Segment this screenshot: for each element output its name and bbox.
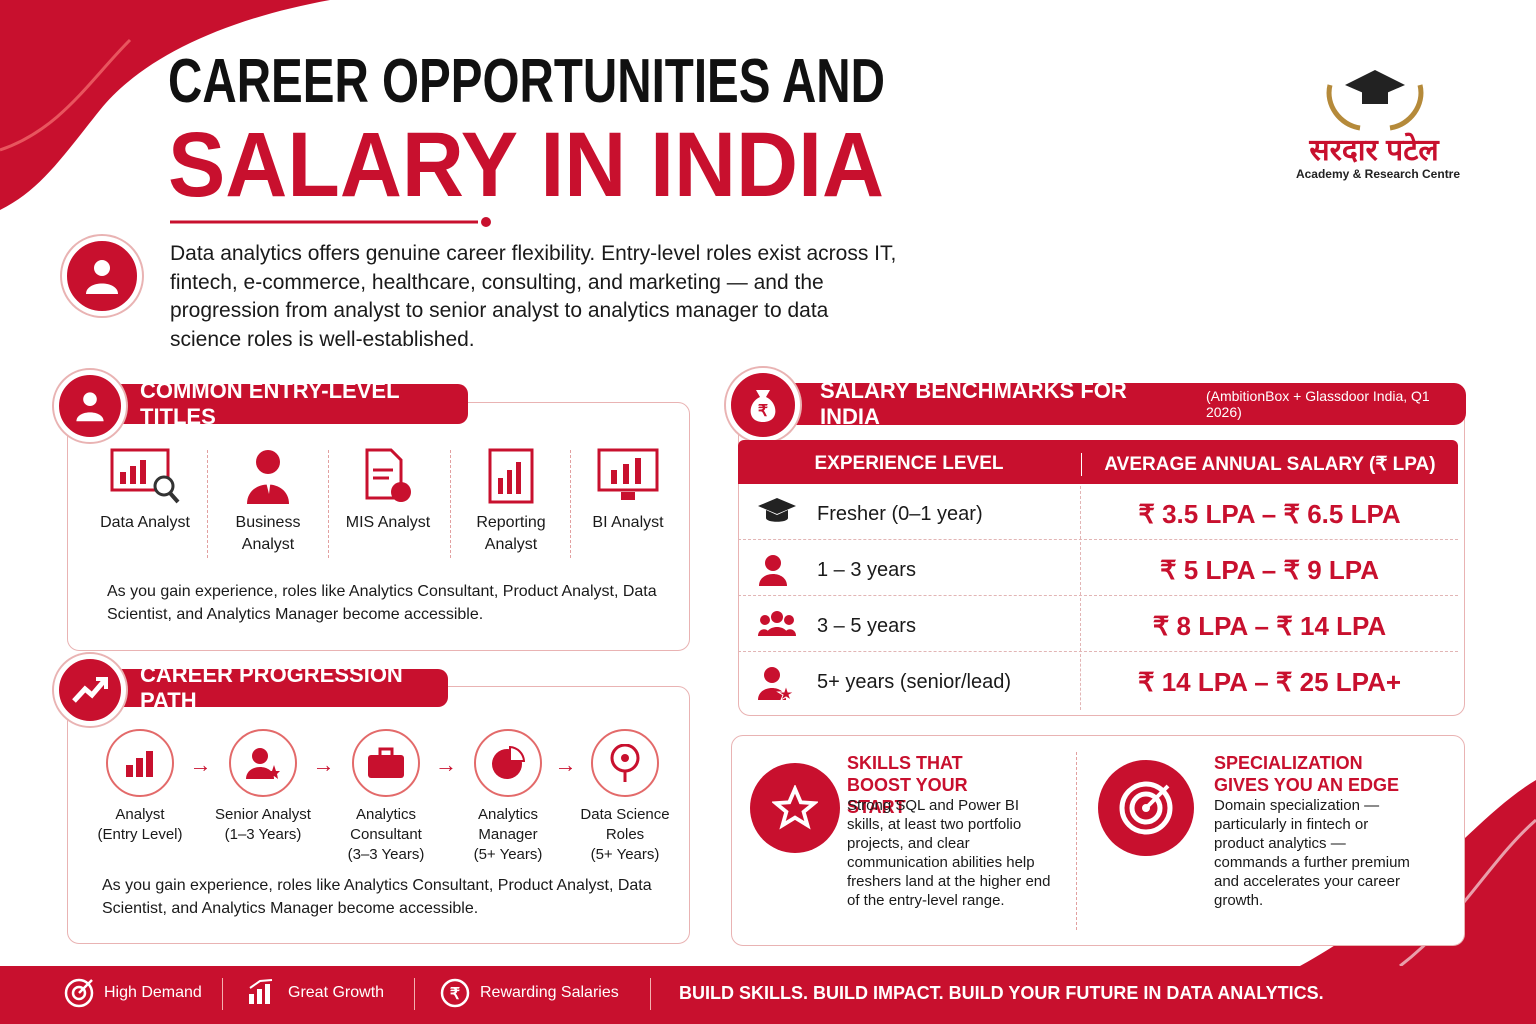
salary-row: 3 – 5 years ₹ 8 LPA – ₹ 14 LPA: [738, 598, 1458, 652]
logo-name: सरदार पटेल: [1308, 132, 1440, 167]
entry-title: Reporting Analyst: [456, 448, 566, 556]
skills-icon: [750, 763, 840, 853]
column-divider: [1080, 542, 1081, 595]
tip-title: SKILLS THAT BOOST YOUR START: [847, 753, 968, 817]
step-title: Analyst: [115, 806, 165, 823]
step-arrow: →: [312, 752, 335, 777]
step-arrow: →: [435, 752, 457, 777]
entry-title: Business Analyst: [213, 448, 323, 556]
row-icon: [758, 498, 796, 529]
progression-heading: CAREER PROGRESSION PATH: [100, 662, 448, 713]
entry-title-label: Business Analyst: [235, 514, 301, 553]
step-detail: (3–3 Years): [347, 846, 425, 863]
entry-title: Data Analyst: [90, 448, 200, 534]
specialization-icon: [1098, 760, 1194, 856]
footer-icon: [248, 978, 276, 1009]
row-icon: [758, 554, 788, 591]
entry-title-label: BI Analyst: [592, 514, 664, 531]
salary-source: (AmbitionBox + Glassdoor India, Q1 2026): [1205, 388, 1430, 420]
progression-step: Data Science Roles (5+ Years): [565, 729, 685, 865]
tip-text: Strong SQL and Power BI skills, at least…: [847, 797, 1051, 909]
tip-title: SPECIALIZATION GIVES YOU AN EDGE: [1214, 753, 1400, 795]
column-header: AVERAGE ANNUAL SALARY (₹ LPA): [1081, 453, 1458, 476]
entry-title-label: Reporting Analyst: [476, 514, 546, 553]
entry-title-label: MIS Analyst: [345, 514, 431, 531]
salary-range: ₹ 3.5 LPA – ₹ 6.5 LPA: [1138, 499, 1401, 529]
tips-card: [731, 735, 1465, 946]
footer-icon: ₹: [440, 978, 470, 1013]
entry-title: BI Analyst: [573, 448, 683, 534]
footer-divider: [222, 978, 223, 1010]
footer-icon: [64, 978, 94, 1013]
salary-table-head: EXPERIENCE LEVEL AVERAGE ANNUAL SALARY (…: [738, 440, 1458, 484]
footer-tagline: BUILD SKILLS. BUILD IMPACT. BUILD YOUR F…: [679, 983, 1324, 1003]
intro-text: Data analytics offers genuine career fle…: [170, 242, 897, 351]
svg-text:₹: ₹: [450, 986, 460, 1003]
salary-range: ₹ 14 LPA – ₹ 25 LPA+: [1137, 667, 1402, 697]
logo-mark: [1326, 70, 1424, 131]
footer-item: Great Growth: [288, 984, 385, 1001]
progression-step: Analyst (Entry Level): [80, 729, 200, 845]
salary-range: ₹ 8 LPA – ₹ 14 LPA: [1152, 611, 1387, 641]
experience-level: 3 – 5 years: [817, 615, 916, 637]
footer-item: Rewarding Salaries: [480, 984, 619, 1001]
logo-subtitle: Academy & Research Centre: [1296, 167, 1460, 181]
footer-divider: [650, 978, 651, 1010]
progression-icon: [54, 654, 126, 726]
column-divider: [1080, 486, 1081, 539]
item-divider: [328, 450, 329, 558]
progression-step: Analytics Manager (5+ Years): [448, 729, 568, 865]
step-title: Analytics Consultant: [350, 806, 422, 843]
column-divider: [1080, 598, 1081, 651]
intro-icon: [62, 236, 142, 316]
step-title: Data Science Roles: [580, 806, 670, 843]
title-line1: CAREER OPPORTUNITIES AND: [168, 47, 885, 116]
title-line2: SALARY IN INDIA: [168, 114, 884, 216]
progression-step: Analytics Consultant (3–3 Years): [326, 729, 446, 865]
svg-text:₹: ₹: [758, 403, 768, 420]
tips-divider: [1076, 752, 1077, 930]
column-header: EXPERIENCE LEVEL: [814, 453, 1004, 474]
item-divider: [569, 450, 571, 558]
salary-row: 1 – 3 years ₹ 5 LPA – ₹ 9 LPA: [738, 542, 1458, 596]
item-divider: [206, 450, 208, 558]
experience-level: Fresher (0–1 year): [817, 503, 983, 525]
step-detail: (Entry Level): [97, 826, 183, 843]
salary-range: ₹ 5 LPA – ₹ 9 LPA: [1160, 555, 1379, 585]
step-title: Analytics Manager: [477, 806, 539, 843]
step-detail: (1–3 Years): [224, 826, 302, 843]
item-divider: [449, 450, 451, 558]
salary-header: SALARY BENCHMARKS FOR INDIA (AmbitionBox…: [762, 378, 1466, 429]
step-arrow: →: [554, 752, 577, 777]
step-arrow: →: [189, 752, 212, 777]
entry-icon: [54, 370, 126, 442]
step-title: Senior Analyst: [215, 806, 311, 823]
footer-bar: [0, 966, 1536, 1024]
tip-text: Domain specialization — particularly in …: [1214, 797, 1410, 909]
footer-item: High Demand: [104, 984, 202, 1001]
salary-row: Fresher (0–1 year) ₹ 3.5 LPA – ₹ 6.5 LPA: [738, 486, 1458, 540]
row-icon: [758, 610, 796, 641]
experience-level: 1 – 3 years: [817, 559, 916, 581]
step-detail: (5+ Years): [473, 846, 543, 863]
salary-heading: SALARY BENCHMARKS FOR INDIA: [820, 378, 1127, 429]
salary-row: 5+ years (senior/lead) ₹ 14 LPA – ₹ 25 LP…: [738, 654, 1458, 710]
entry-heading: COMMON ENTRY-LEVEL TITLES: [100, 378, 468, 429]
progression-note: As you gain experience, roles like Analy…: [102, 877, 652, 917]
experience-level: 5+ years (senior/lead): [817, 671, 1011, 693]
entry-title: MIS Analyst: [333, 448, 443, 534]
row-icon: [758, 666, 796, 705]
entry-note: As you gain experience, roles like Analy…: [107, 583, 657, 623]
entry-card: [67, 402, 690, 651]
column-divider: [1080, 654, 1081, 710]
entry-title-label: Data Analyst: [100, 514, 190, 531]
step-detail: (5+ Years): [590, 846, 660, 863]
salary-icon: ₹: [726, 368, 800, 442]
progression-step: Senior Analyst (1–3 Years): [203, 729, 323, 845]
footer-divider: [414, 978, 415, 1010]
